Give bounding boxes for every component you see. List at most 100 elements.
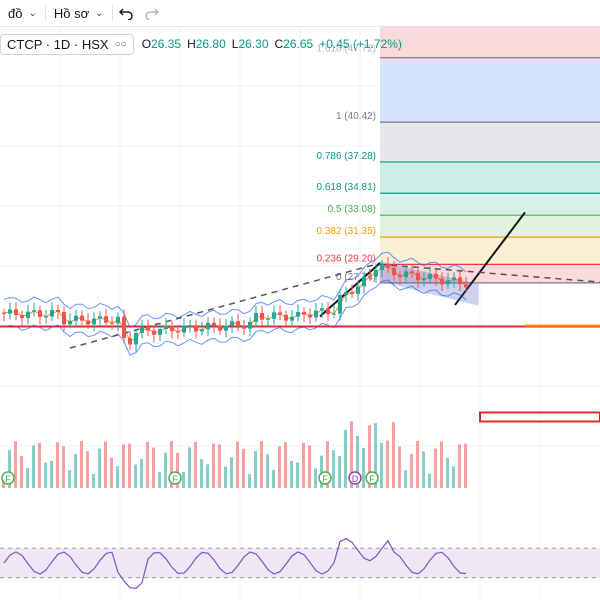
volume-bar <box>350 421 353 488</box>
volume-bar <box>44 462 47 488</box>
bb-upper <box>3 251 467 328</box>
candle-body <box>26 311 30 318</box>
redo-button[interactable] <box>139 0 165 26</box>
fib-label: 1 (40.42) <box>336 111 376 122</box>
candle-body <box>80 315 84 321</box>
volume-bar <box>104 441 107 488</box>
fib-label: 0.382 (31.35) <box>317 226 377 237</box>
candle-body <box>386 264 390 268</box>
volume-bar <box>164 452 167 488</box>
volume-bar <box>422 451 425 488</box>
volume-bar <box>98 448 101 488</box>
candle-body <box>152 330 156 335</box>
candle-body <box>56 309 60 313</box>
close-label: C <box>274 37 284 51</box>
volume-bar <box>128 443 131 488</box>
volume-bar <box>170 441 173 488</box>
volume-bar <box>356 435 359 488</box>
volume-bar <box>260 441 263 488</box>
fib-label: 0.786 (37.28) <box>317 151 377 162</box>
chevron-down-icon: ⌄ <box>28 7 37 19</box>
symbol-button[interactable]: CTCP · 1D · HSX ○○ <box>0 33 134 55</box>
fib-zone <box>380 122 600 162</box>
candle-body <box>128 338 132 345</box>
event-marker-badge <box>318 471 332 485</box>
volume-bar <box>110 457 113 488</box>
close-value: 26.65 <box>283 37 314 51</box>
candle-body <box>290 316 294 321</box>
volume-bar <box>248 474 251 488</box>
chart-menu-label: đồ <box>8 5 23 21</box>
alert-box <box>479 411 600 423</box>
candle-body <box>20 314 24 318</box>
event-marker-label: F <box>322 474 328 484</box>
volume-bar <box>464 443 467 488</box>
volume-bar <box>194 441 197 488</box>
volume-bar <box>302 442 305 488</box>
volume-bar <box>116 466 119 488</box>
candle-body <box>296 311 300 317</box>
candle-body <box>248 321 252 329</box>
event-marker-label: F <box>5 474 11 484</box>
candle-body <box>320 308 324 311</box>
candle-body <box>92 318 96 325</box>
candle-body <box>452 277 456 281</box>
fib-zone-upper <box>380 57 600 123</box>
candle-body <box>164 325 168 330</box>
candle-body <box>350 292 354 294</box>
volume-bar <box>188 447 191 488</box>
candle-body <box>410 271 414 273</box>
candle-body <box>272 312 276 319</box>
volume-bar <box>176 452 179 488</box>
chevron-down-icon: ⌄ <box>95 7 104 19</box>
volume-bar <box>446 457 449 488</box>
volume-bar <box>152 447 155 488</box>
rsi-line <box>3 537 467 589</box>
rsi-pane <box>0 537 600 589</box>
candle-body <box>416 272 420 281</box>
chart-menu[interactable]: đồ ⌄ <box>0 0 45 26</box>
volume-bar <box>254 451 257 488</box>
candle-body <box>344 292 348 295</box>
volume-bar <box>272 469 275 488</box>
volume-bar <box>326 441 329 488</box>
volume-bar <box>32 445 35 488</box>
fibonacci-retracement: 1.618 (47.72) 1 (40.42) 0.786 (37.28) 0.618… <box>317 26 600 284</box>
event-marker-label: F <box>369 474 375 484</box>
candle-body <box>218 325 222 331</box>
volume-bar <box>440 441 443 488</box>
candle-body <box>194 325 198 332</box>
candle-body <box>14 309 18 315</box>
volume-bar <box>362 448 365 488</box>
chart-canvas[interactable]: 1.618 (47.72) 1 (40.42) 0.786 (37.28) 0.618… <box>0 26 600 600</box>
candle-body <box>110 322 114 324</box>
toolbar-divider <box>111 5 113 21</box>
candle-body <box>338 294 342 314</box>
volume-bar <box>266 454 269 488</box>
candle-body <box>422 278 426 281</box>
candle-body <box>242 326 246 329</box>
candle-body <box>332 313 336 315</box>
volume-bar <box>26 468 29 488</box>
candle-body <box>206 322 210 330</box>
volume-bar <box>386 440 389 488</box>
candle-body <box>8 309 12 314</box>
candles <box>2 257 468 353</box>
undo-icon <box>118 8 133 20</box>
volume-bar <box>434 448 437 488</box>
volume-bar <box>416 441 419 488</box>
volume-bar <box>56 442 59 488</box>
candle-body <box>116 316 120 324</box>
volume-bar <box>284 442 287 488</box>
event-marker-label: D <box>352 474 359 484</box>
volume-bar <box>380 442 383 488</box>
toolbar-divider <box>44 5 46 21</box>
top-toolbar: đồ ⌄ Hồ sơ ⌄ <box>0 0 600 27</box>
volume-bar <box>212 443 215 488</box>
candle-body <box>2 312 6 314</box>
template-menu[interactable]: Hồ sơ ⌄ <box>46 0 112 26</box>
candle-body <box>440 278 444 285</box>
candle-body <box>404 271 408 278</box>
candle-body <box>44 316 48 318</box>
undo-button[interactable] <box>113 0 139 26</box>
